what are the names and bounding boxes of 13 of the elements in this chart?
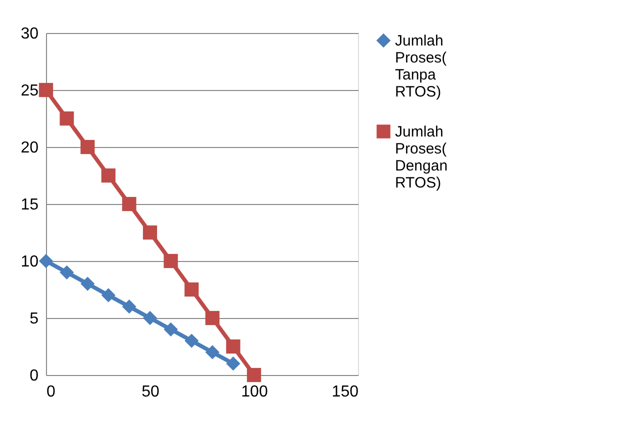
y-tick-label: 15 (20, 196, 39, 214)
x-tick-label: 100 (241, 384, 268, 400)
y-tick-label: 5 (30, 310, 39, 328)
x-tick-label: 0 (46, 384, 56, 400)
y-tick-label: 10 (20, 254, 39, 270)
y-tick-label: 25 (20, 82, 39, 100)
y-tick-label: 30 (20, 26, 39, 42)
y-tick-label: 20 (20, 140, 39, 156)
legend-label: Jumlah Proses( Tanpa RTOS) (395, 32, 447, 100)
y-tick-label: 0 (30, 368, 39, 384)
x-tick-label: 150 (332, 384, 359, 400)
legend-label: Jumlah Proses( Dengan RTOS) (395, 124, 448, 192)
x-tick-label: 50 (142, 384, 160, 400)
